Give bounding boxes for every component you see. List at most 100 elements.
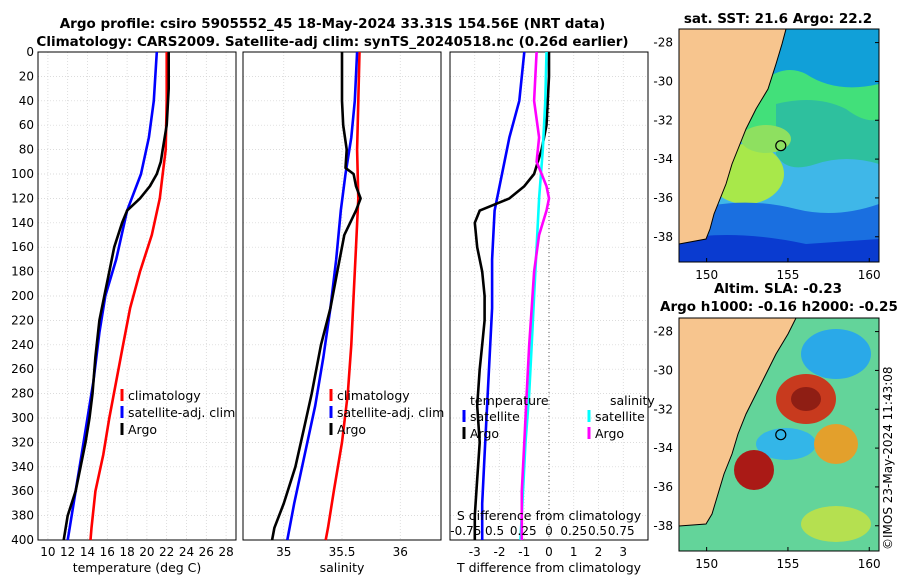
lat-tick-label: -32 [653, 402, 673, 416]
legend-entry: climatology [337, 388, 410, 403]
lat-tick-label: -38 [653, 230, 673, 244]
series-line-salinity-argo [520, 51, 551, 540]
y-tick-label: 40 [19, 94, 34, 108]
sla-map-title1: Altim. SLA: -0.23 [713, 281, 843, 297]
lat-tick-label: -36 [653, 480, 673, 494]
lon-tick-label: 150 [695, 557, 718, 571]
sst-map: -28 -30 -32 -34 -36 -38 150 155 160 [653, 28, 881, 282]
x-axis-label: salinity [320, 560, 365, 575]
series-line-argo [62, 52, 170, 541]
lat-tick-label: -36 [653, 191, 673, 205]
secondary-tick-label: 0.75 [608, 524, 635, 538]
x-tick-label: 12 [60, 545, 75, 559]
lat-tick-label: -28 [653, 36, 673, 50]
series-line-climatology [324, 51, 361, 541]
y-tick-label: 120 [11, 191, 34, 205]
sla-south-yellow [801, 506, 871, 542]
sla-map-frame [678, 317, 880, 552]
sst-map-frame [678, 28, 880, 263]
x-tick-label: 28 [218, 545, 233, 559]
x-tick-label: 22 [159, 545, 174, 559]
series-line-temperature-argo [473, 52, 551, 540]
lat-tick-label: -32 [653, 113, 673, 127]
lat-tick-label: -38 [653, 519, 673, 533]
y-tick-label: 260 [11, 362, 34, 376]
sla-low-mid [756, 428, 816, 460]
legend-entry: Argo [128, 422, 157, 437]
legend-entry: climatology [128, 388, 201, 403]
x-tick-label: 10 [40, 545, 55, 559]
sla-map-title2: Argo h1000: -0.16 h2000: -0.25 [660, 299, 898, 315]
series-line-argo [270, 52, 362, 541]
lon-tick-label: 155 [776, 268, 799, 282]
x-axis-label: T difference from climatology [456, 560, 642, 575]
sst-map-title: sat. SST: 21.6 Argo: 22.2 [683, 11, 873, 27]
sla-moderate-east [814, 424, 858, 464]
y-tick-label: 400 [11, 533, 34, 547]
secondary-tick-label: 0.5 [588, 524, 607, 538]
lat-tick-label: -34 [653, 441, 673, 455]
y-tick-label: 160 [11, 240, 34, 254]
legend-entry: satellite [470, 409, 520, 424]
sla-low-north [801, 329, 871, 379]
x-tick-label: 3 [619, 545, 627, 559]
legend-entry: satellite [595, 409, 645, 424]
y-tick-label: 60 [19, 118, 34, 132]
y-tick-label: 340 [11, 460, 34, 474]
x-tick-label: 16 [100, 545, 115, 559]
chart-panel-3: -3 -2 -1 0 1 2 3T difference from climatology t… [449, 51, 655, 575]
sst-argo-float-marker [775, 140, 787, 152]
figure-title-line1: Argo profile: csiro 5905552_45 18-May-20… [59, 16, 606, 32]
y-tick-label: 180 [11, 265, 34, 279]
sla-argo-float-marker [775, 429, 787, 441]
x-tick-label: 36 [393, 545, 408, 559]
copyright-text: ©IMOS 23-May-2024 11:43:08 [881, 366, 895, 550]
y-tick-label: 20 [19, 69, 34, 83]
axes-frame [37, 51, 237, 541]
x-tick-label: 24 [179, 545, 194, 559]
copyright-label: ©IMOS 23-May-2024 11:43:08 [879, 300, 899, 550]
lon-tick-label: 160 [858, 557, 881, 571]
y-tick-label: 240 [11, 338, 34, 352]
secondary-tick-label: 0.25 [510, 524, 537, 538]
x-tick-label: 26 [199, 545, 214, 559]
legend-entry: satellite-adj. clim [128, 405, 235, 420]
figure-title-line2: Climatology: CARS2009. Satellite-adj cli… [36, 34, 629, 50]
sst-coldest [679, 235, 879, 262]
y-tick-label: 300 [11, 411, 34, 425]
x-tick-label: 0 [545, 545, 553, 559]
x-tick-label: -2 [494, 545, 506, 559]
lat-tick-label: -28 [653, 325, 673, 339]
secondary-tick-label: 0 [545, 524, 553, 538]
lon-tick-label: 160 [858, 268, 881, 282]
lon-tick-label: 155 [776, 557, 799, 571]
y-tick-label: 100 [11, 167, 34, 181]
secondary-tick-label: -0.75 [450, 524, 481, 538]
lat-tick-label: -34 [653, 152, 673, 166]
x-tick-label: 2 [595, 545, 603, 559]
sla-map: -28 -30 -32 -34 -36 -38 150 155 160 [653, 317, 881, 571]
lat-tick-label: -30 [653, 74, 673, 88]
legend-entry: satellite-adj. clim [337, 405, 444, 420]
series-line-satellite-adj-clim [286, 51, 359, 541]
x-tick-label: 1 [570, 545, 578, 559]
legend-group-title: salinity [610, 393, 655, 408]
x-tick-label: 18 [119, 545, 134, 559]
y-tick-label: 140 [11, 216, 34, 230]
series-line-temperature-satellite [480, 51, 526, 540]
sla-land [679, 318, 797, 527]
x-tick-label: 35 [276, 545, 291, 559]
sla-high-west [734, 450, 774, 490]
x-tick-label: -3 [469, 545, 481, 559]
profile-charts: 0204060801001201401601802002202402602803… [11, 45, 655, 575]
sla-high-core [791, 387, 821, 411]
legend-entry: Argo [595, 426, 624, 441]
sst-mid-eddy [776, 100, 879, 168]
legend-group-title: temperature [470, 393, 549, 408]
y-tick-label: 0 [26, 45, 34, 59]
x-tick-label: 35.5 [329, 545, 356, 559]
x-tick-label: 20 [139, 545, 154, 559]
secondary-tick-label: 0.25 [560, 524, 587, 538]
sst-land [679, 29, 787, 245]
sst-warm-core [741, 125, 791, 153]
